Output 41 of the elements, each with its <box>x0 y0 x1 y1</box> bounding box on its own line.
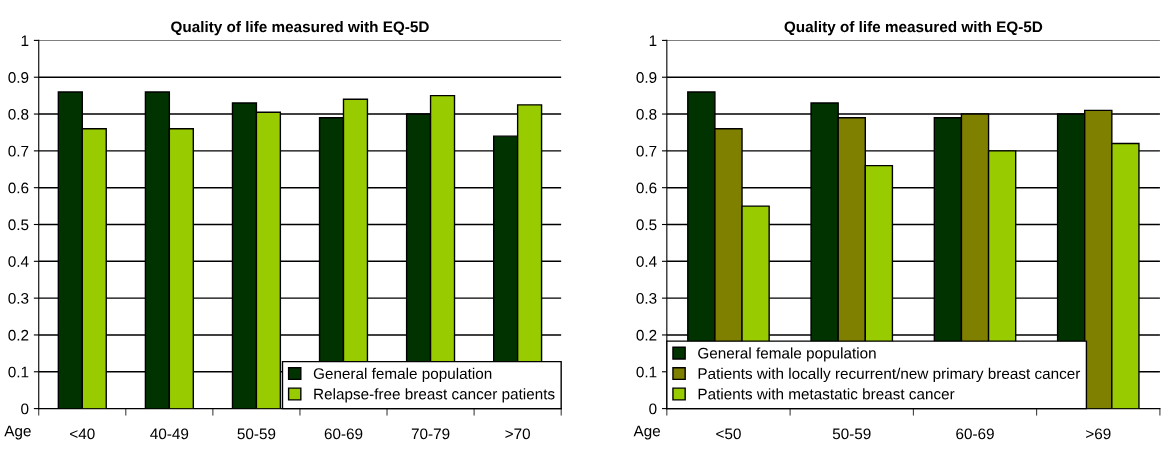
y-tick-label: 0.7 <box>636 145 657 157</box>
x-tick-label: 70-79 <box>411 428 450 440</box>
y-tick-label: 0.1 <box>8 366 29 378</box>
y-tick-label: 0.8 <box>8 108 29 120</box>
x-axis-title: Age <box>4 425 31 440</box>
x-tick-label: <40 <box>70 428 95 440</box>
x-tick-label: <50 <box>716 428 741 440</box>
y-tick-label: 0.5 <box>8 219 29 231</box>
y-tick-label: 0.9 <box>8 72 29 83</box>
legend-label: General female population <box>698 347 876 362</box>
legend-label: Relapse-free breast cancer patients <box>314 388 555 403</box>
x-tick-label: 50-59 <box>237 428 276 440</box>
x-axis-title: Age <box>633 425 661 440</box>
y-tick-label: 0.1 <box>636 366 657 378</box>
legend-label: Patients with metastatic breast cancer <box>698 388 955 400</box>
x-tick-label: 40-49 <box>150 428 189 440</box>
y-tick-label: 0.4 <box>636 256 657 267</box>
x-tick-label: >69 <box>1086 428 1111 440</box>
y-tick-label: 1 <box>649 35 657 46</box>
x-tick-label: >70 <box>505 428 530 440</box>
y-tick-label: 0.5 <box>636 219 657 231</box>
y-tick-label: 0.6 <box>636 182 657 194</box>
y-tick-label: 0.3 <box>636 293 657 304</box>
y-tick-label: 0.6 <box>8 182 29 194</box>
y-tick-label: 0 <box>21 403 29 415</box>
chart-title: Quality of life measured with EQ-5D <box>784 21 1043 36</box>
x-tick-label: 50-59 <box>832 428 871 440</box>
x-tick-label: 60-69 <box>324 428 363 440</box>
y-tick-label: 1 <box>21 35 29 46</box>
y-tick-label: 0.7 <box>8 145 29 157</box>
legend-label: General female population <box>313 367 492 383</box>
y-tick-label: 0.8 <box>636 108 657 120</box>
y-tick-label: 0 <box>649 403 657 415</box>
y-tick-label: 0.4 <box>8 256 29 267</box>
x-tick-label: 60-69 <box>956 428 994 440</box>
y-tick-label: 0.2 <box>8 329 29 341</box>
legend-label: Patients with locally recurrent/new primary breast cancer <box>698 367 1081 383</box>
y-tick-label: 0.2 <box>636 329 657 341</box>
y-tick-label: 0.3 <box>8 293 29 304</box>
y-tick-label: 0.9 <box>636 72 657 83</box>
chart-title: Quality of life measured with EQ-5D <box>171 21 429 36</box>
